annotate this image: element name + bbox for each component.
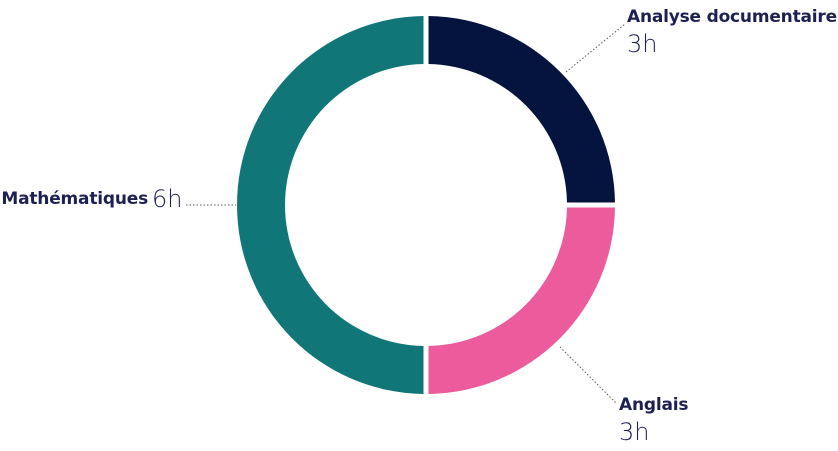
label-mathematiques-name: Mathématiques [1,189,148,209]
label-anglais-name: Anglais [619,395,688,415]
label-analyse-documentaire-value: 3h [627,30,657,58]
label-anglais-value: 3h [619,418,649,446]
leader-line-analyse-documentaire [565,23,626,73]
label-analyse-documentaire-name: Analyse documentaire [627,7,837,27]
slice-anglais [428,207,615,394]
leader-line-anglais [559,346,617,404]
leaders-layer [186,23,626,404]
slice-mathematiques [237,16,424,394]
slice-analyse-documentaire [428,16,615,203]
slices-layer [237,16,615,394]
label-mathematiques-value: 6h [152,185,182,213]
labels-layer: Analyse documentaire 3h Anglais 3h Mathémati… [1,7,837,446]
